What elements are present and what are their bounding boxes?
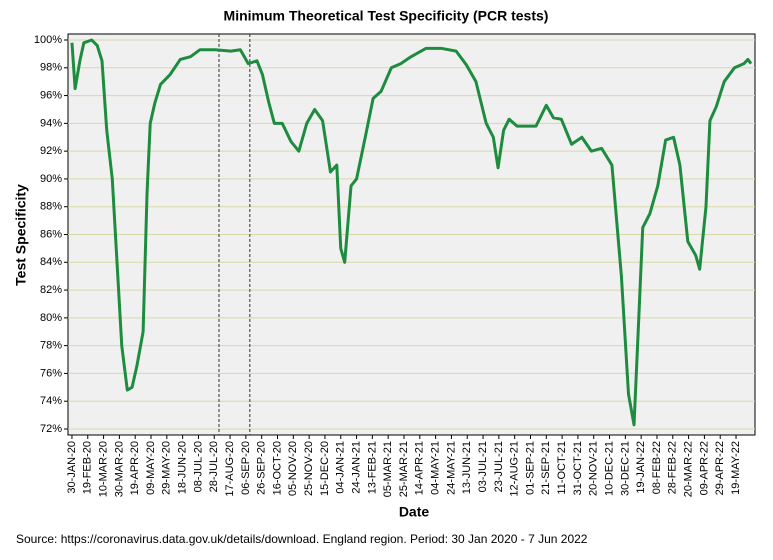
- x-tick-label: 31-OCT-21: [572, 441, 584, 495]
- y-axis-title: Test Specificity: [13, 184, 29, 286]
- x-tick-label: 24-JAN-21: [350, 441, 362, 494]
- x-tick-label: 04-MAY-21: [430, 441, 442, 495]
- x-tick-label: 08-JUL-20: [192, 441, 204, 492]
- x-tick-label: 16-OCT-20: [271, 441, 283, 495]
- x-tick-label: 14-APR-21: [414, 441, 426, 495]
- y-tick-label: 76%: [40, 367, 62, 379]
- x-tick-label: 08-FEB-22: [651, 441, 663, 494]
- y-tick-label: 72%: [40, 423, 62, 435]
- x-axis-title: Date: [399, 504, 430, 520]
- x-tick-label: 17-AUG-20: [224, 441, 236, 497]
- x-tick-label: 29-MAY-20: [161, 441, 173, 495]
- x-tick-label: 28-FEB-22: [667, 441, 679, 494]
- y-tick-label: 88%: [40, 201, 62, 213]
- x-tick-label: 15-DEC-20: [319, 441, 331, 496]
- x-tick-label: 05-MAR-21: [382, 441, 394, 497]
- chart-title: Minimum Theoretical Test Specificity (PC…: [224, 8, 549, 24]
- y-tick-label: 100%: [34, 34, 62, 46]
- x-tick-label: 20-MAR-22: [682, 441, 694, 497]
- x-tick-label: 18-JUN-20: [177, 441, 189, 494]
- x-tick-label: 28-JUL-20: [208, 441, 220, 492]
- x-tick-label: 13-FEB-21: [366, 441, 378, 494]
- x-tick-label: 19-APR-20: [129, 441, 141, 495]
- x-tick-label: 10-MAR-20: [97, 441, 109, 497]
- x-tick-label: 25-MAR-21: [398, 441, 410, 497]
- x-tick-label: 19-JAN-22: [635, 441, 647, 494]
- y-tick-label: 86%: [40, 228, 62, 240]
- x-tick-label: 30-JAN-20: [66, 441, 78, 494]
- x-tick-label: 25-NOV-20: [303, 441, 315, 496]
- x-tick-label: 26-SEP-20: [256, 441, 268, 495]
- x-tick-label: 19-FEB-20: [82, 441, 94, 494]
- x-tick-label: 09-APR-22: [698, 441, 710, 495]
- y-tick-label: 82%: [40, 284, 62, 296]
- x-tick-label: 13-JUN-21: [461, 441, 473, 494]
- x-tick-label: 20-NOV-21: [588, 441, 600, 496]
- x-tick-label: 04-JAN-21: [335, 441, 347, 494]
- y-tick-label: 92%: [40, 145, 62, 157]
- x-tick-label: 10-DEC-21: [603, 441, 615, 496]
- x-tick-label: 19-MAY-22: [730, 441, 742, 495]
- x-tick-label: 05-NOV-20: [287, 441, 299, 496]
- x-tick-label: 06-SEP-20: [240, 441, 252, 495]
- x-tick-label: 09-MAY-20: [145, 441, 157, 495]
- x-tick-label: 29-APR-22: [714, 441, 726, 495]
- x-tick-label: 24-MAY-21: [445, 441, 457, 495]
- y-tick-label: 80%: [40, 312, 62, 324]
- data-line: [70, 38, 753, 427]
- x-tick-label: 03-JUL-21: [477, 441, 489, 492]
- x-tick-label: 30-DEC-21: [619, 441, 631, 496]
- y-tick-label: 84%: [40, 256, 62, 268]
- x-tick-label: 12-AUG-21: [509, 441, 521, 497]
- y-tick-label: 98%: [40, 62, 62, 74]
- y-tick-label: 78%: [40, 340, 62, 352]
- x-tick-label: 23-JUL-21: [493, 441, 505, 492]
- y-tick-label: 96%: [40, 89, 62, 101]
- x-tick-label: 30-MAR-20: [113, 441, 125, 497]
- y-tick-label: 74%: [40, 395, 62, 407]
- source-note: Source: https://coronavirus.data.gov.uk/…: [16, 532, 588, 546]
- y-tick-label: 90%: [40, 173, 62, 185]
- x-tick-label: 01-SEP-21: [524, 441, 536, 495]
- x-tick-label: 11-OCT-21: [556, 441, 568, 495]
- x-tick-label: 21-SEP-21: [540, 441, 552, 495]
- y-tick-label: 94%: [40, 117, 62, 129]
